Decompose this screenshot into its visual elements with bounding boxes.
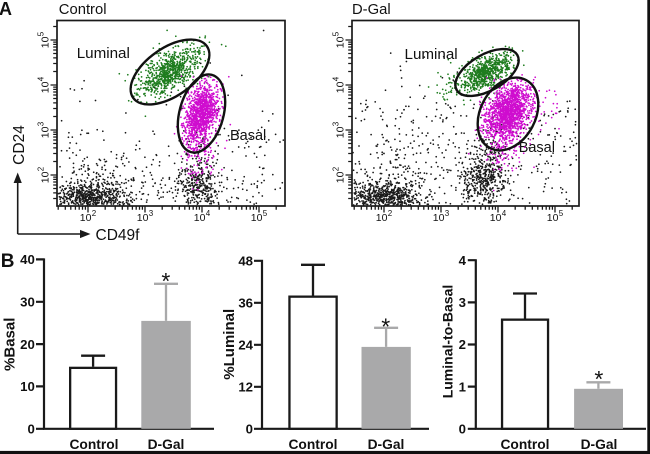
svg-text:10: 10 <box>335 171 347 183</box>
svg-text:30: 30 <box>20 294 35 309</box>
svg-text:Basal: Basal <box>519 140 555 156</box>
svg-text:10: 10 <box>40 171 52 183</box>
svg-text:10: 10 <box>40 126 52 138</box>
svg-text:10: 10 <box>194 212 206 224</box>
svg-text:*: * <box>594 366 603 392</box>
svg-text:40: 40 <box>20 252 35 267</box>
svg-text:1: 1 <box>459 379 466 394</box>
svg-text:D-Gal: D-Gal <box>368 437 405 452</box>
svg-text:3: 3 <box>149 209 154 218</box>
svg-text:Luminal: Luminal <box>405 46 458 63</box>
svg-text:10: 10 <box>490 212 502 224</box>
svg-text:3: 3 <box>332 121 341 126</box>
svg-text:*: * <box>381 314 390 340</box>
svg-text:4: 4 <box>332 76 341 81</box>
svg-text:2: 2 <box>37 166 46 171</box>
svg-text:D-Gal: D-Gal <box>148 437 185 452</box>
svg-text:0: 0 <box>246 422 253 437</box>
svg-text:D-Gal: D-Gal <box>352 2 391 18</box>
svg-text:10: 10 <box>40 81 52 93</box>
svg-text:0: 0 <box>459 422 466 437</box>
svg-text:D-Gal: D-Gal <box>581 437 618 452</box>
svg-text:10: 10 <box>433 212 445 224</box>
svg-text:10: 10 <box>40 36 52 48</box>
svg-text:*: * <box>161 268 170 294</box>
svg-text:3: 3 <box>37 121 46 126</box>
svg-text:24: 24 <box>238 338 253 353</box>
svg-text:3: 3 <box>459 295 466 310</box>
svg-text:Luminal: Luminal <box>77 45 130 62</box>
svg-text:4: 4 <box>459 253 467 268</box>
svg-text:10: 10 <box>335 81 347 93</box>
svg-text:Basal: Basal <box>230 128 266 144</box>
svg-text:10: 10 <box>335 36 347 48</box>
svg-text:10: 10 <box>547 212 559 224</box>
svg-text:%Basal: %Basal <box>2 318 19 371</box>
svg-text:10: 10 <box>80 212 92 224</box>
svg-text:10: 10 <box>20 379 35 394</box>
svg-text:10: 10 <box>376 212 388 224</box>
svg-text:5: 5 <box>332 31 341 36</box>
svg-text:2: 2 <box>388 209 393 218</box>
svg-text:3: 3 <box>445 209 450 218</box>
svg-text:48: 48 <box>238 254 253 269</box>
svg-text:4: 4 <box>206 209 211 218</box>
svg-text:Control: Control <box>500 437 549 452</box>
svg-text:4: 4 <box>37 76 46 81</box>
svg-text:%Luminal: %Luminal <box>221 309 238 380</box>
svg-text:Control: Control <box>288 437 337 452</box>
svg-text:Control: Control <box>59 2 107 18</box>
svg-text:5: 5 <box>559 209 564 218</box>
svg-text:Luminal-to-Basal: Luminal-to-Basal <box>440 285 456 399</box>
svg-text:36: 36 <box>238 296 253 311</box>
svg-text:A: A <box>0 0 12 19</box>
svg-text:10: 10 <box>137 212 149 224</box>
svg-text:2: 2 <box>92 209 97 218</box>
svg-text:B: B <box>1 251 15 272</box>
svg-text:20: 20 <box>20 337 35 352</box>
svg-text:5: 5 <box>37 31 46 36</box>
svg-text:12: 12 <box>238 380 253 395</box>
svg-text:10: 10 <box>251 212 263 224</box>
svg-text:CD24: CD24 <box>11 125 28 165</box>
svg-text:4: 4 <box>502 209 507 218</box>
svg-text:0: 0 <box>27 422 34 437</box>
svg-text:2: 2 <box>459 337 466 352</box>
svg-text:2: 2 <box>332 166 341 171</box>
svg-text:10: 10 <box>335 126 347 138</box>
svg-text:CD49f: CD49f <box>96 227 141 244</box>
svg-text:5: 5 <box>263 209 268 218</box>
svg-text:Control: Control <box>69 437 118 452</box>
